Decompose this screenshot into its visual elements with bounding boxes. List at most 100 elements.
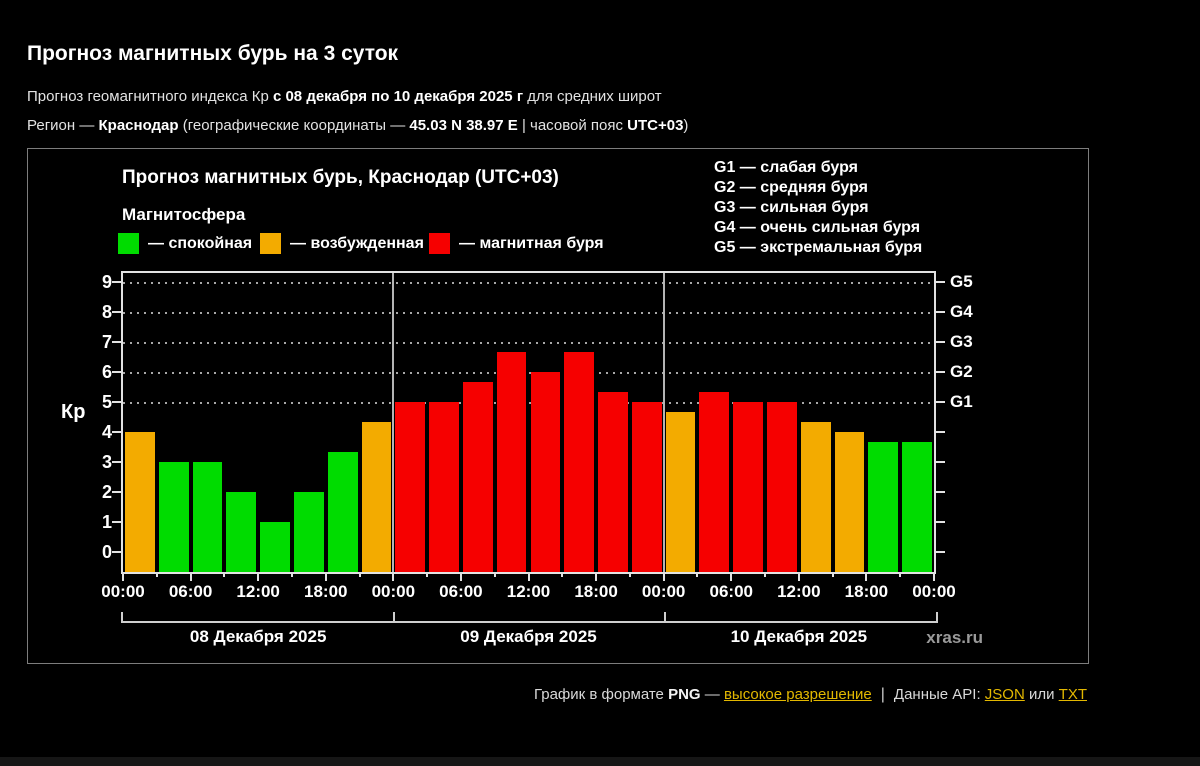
footer-separator: | — [880, 686, 885, 703]
x-tick-label: 12:00 — [236, 582, 280, 601]
y-tick-label: 4 — [101, 422, 112, 442]
kp-bar — [733, 402, 764, 572]
x-tick-minor — [426, 572, 429, 577]
region-sep: | часовой пояс — [517, 117, 628, 134]
x-tick-label: 06:00 — [439, 582, 483, 601]
kp-bar — [834, 432, 865, 572]
legend-label: — магнитная буря — [459, 234, 604, 252]
footer-api-label: Данные API: — [893, 686, 985, 703]
x-tick-label: 18:00 — [304, 582, 348, 601]
footer-or: или — [1024, 686, 1059, 703]
subtitle-dates: с 08 декабря по 10 декабря 2025 г — [272, 88, 524, 105]
g-axis-label: G1 — [950, 392, 973, 411]
y-tick-label: 1 — [101, 512, 112, 532]
day-bracket-line — [121, 621, 936, 623]
footer-text: График в формате — [533, 686, 669, 703]
x-tick-minor — [223, 572, 226, 577]
y-tick-right — [936, 461, 945, 463]
y-tick-label: 9 — [101, 272, 112, 292]
kp-bar — [192, 462, 223, 572]
region-line: Регион — Краснодар (географические коорд… — [27, 117, 688, 134]
y-tick-label: 3 — [101, 452, 112, 472]
x-tick-major — [122, 572, 124, 581]
region-close: ) — [683, 117, 689, 134]
day-separator — [662, 273, 665, 572]
legend-title: Магнитосфера — [122, 205, 246, 224]
x-tick-major — [933, 572, 935, 581]
y-tick-right — [936, 311, 945, 313]
legend-item-storm: — магнитная буря — [429, 233, 604, 254]
y-tick-label: 2 — [101, 482, 112, 502]
x-tick-minor — [561, 572, 564, 577]
y-tick-right — [936, 401, 945, 403]
x-tick-label: 06:00 — [709, 582, 753, 601]
kp-bar — [158, 462, 189, 572]
footer-dash: — — [700, 686, 724, 703]
hires-link[interactable]: высокое разрешение — [723, 686, 872, 703]
y-tick-right — [936, 491, 945, 493]
y-tick-right — [936, 431, 945, 433]
g-scale-line: G2 — средняя буря — [714, 179, 868, 196]
day-date-label: 08 Декабря 2025 — [189, 627, 327, 646]
day-separator — [392, 273, 395, 572]
kp-bar — [800, 422, 831, 572]
x-tick-label: 18:00 — [844, 582, 889, 601]
x-tick-major — [459, 572, 462, 581]
x-tick-minor — [899, 572, 902, 577]
active-color-swatch — [260, 233, 281, 254]
y-tick-label: 8 — [101, 302, 112, 322]
y-tick-left — [112, 401, 121, 403]
x-tick-minor — [155, 572, 158, 577]
gridline-kp5 — [123, 402, 934, 404]
g-scale-line: G4 — очень сильная буря — [714, 219, 921, 236]
y-tick-right — [936, 281, 945, 283]
x-tick-minor — [696, 572, 699, 577]
g-scale-line: G1 — слабая буря — [714, 159, 859, 176]
x-tick-label: 18:00 — [574, 582, 618, 601]
g-scale-line: G3 — сильная буря — [714, 199, 869, 216]
x-tick-minor — [831, 572, 834, 577]
legend-item-active: — возбужденная — [260, 233, 424, 254]
x-tick-label: 00:00 — [641, 582, 686, 601]
kp-bar — [429, 402, 459, 572]
x-tick-label: 00:00 — [101, 582, 145, 601]
y-tick-right — [936, 341, 945, 343]
txt-link[interactable]: TXT — [1058, 686, 1087, 703]
region-mid: (географические координаты — — [178, 117, 410, 134]
kp-bar — [462, 381, 493, 572]
footer-png: PNG — [668, 686, 701, 703]
kp-bar — [496, 351, 527, 572]
kp-bar — [767, 402, 797, 572]
gridline-kp6 — [123, 372, 934, 374]
kp-bar — [868, 441, 899, 572]
day-date-label: 09 Декабря 2025 — [460, 627, 597, 646]
y-tick-left — [112, 551, 121, 553]
json-link[interactable]: JSON — [984, 686, 1025, 703]
x-tick-major — [392, 572, 395, 581]
subtitle-pre: Прогноз геомагнитного индекса Кр — [27, 88, 273, 105]
x-tick-major — [257, 572, 260, 581]
kp-bar — [125, 432, 155, 572]
subtitle: Прогноз геомагнитного индекса Кр с 08 де… — [27, 88, 662, 105]
y-tick-right — [936, 551, 945, 553]
storm-color-swatch — [429, 233, 450, 254]
chart-panel: Прогноз магнитных бурь, Краснодар (UTC+0… — [27, 148, 1089, 664]
y-tick-right — [936, 371, 945, 373]
kp-bar — [226, 492, 257, 572]
kp-bar — [665, 411, 696, 572]
g-axis-label: G3 — [950, 332, 973, 351]
y-tick-left — [112, 311, 121, 313]
x-tick-major — [865, 572, 868, 581]
x-tick-major — [797, 572, 800, 581]
g-axis-label: G2 — [950, 362, 973, 381]
region-city: Краснодар — [98, 117, 179, 134]
y-tick-label: 7 — [101, 332, 112, 352]
region-timezone: UTC+03 — [627, 117, 684, 134]
bottom-strip — [0, 757, 1200, 766]
x-tick-label: 12:00 — [777, 582, 821, 601]
watermark: xras.ru — [926, 628, 983, 647]
y-axis-label: Кр — [61, 401, 86, 423]
chart-title: Прогноз магнитных бурь, Краснодар (UTC+0… — [122, 167, 559, 188]
plot-area — [112, 271, 945, 581]
